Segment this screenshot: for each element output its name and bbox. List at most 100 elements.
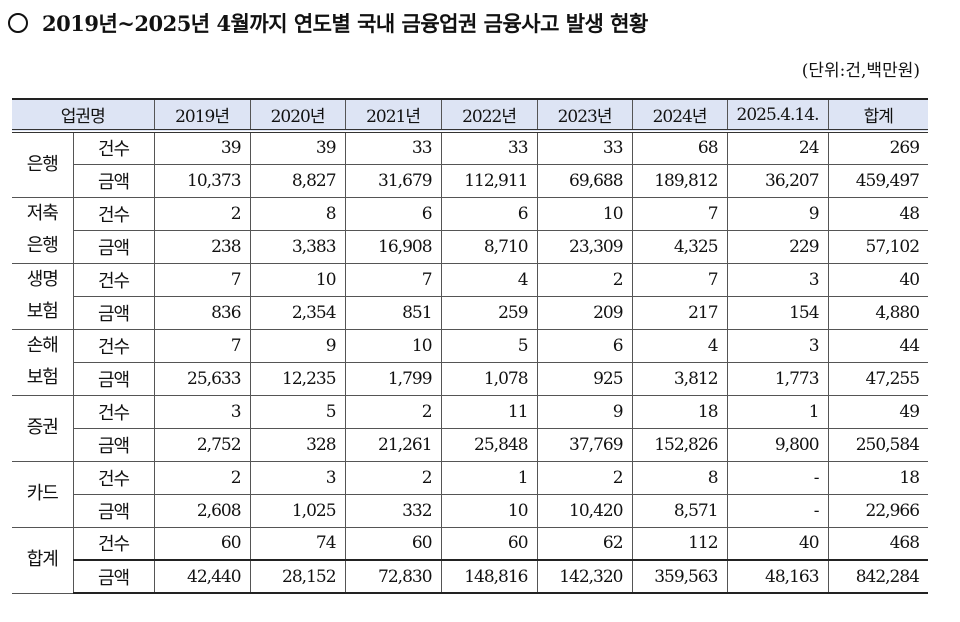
category-securities: 증권: [12, 394, 74, 462]
cell-value: 142,320: [536, 559, 633, 594]
metric-label-count: 건수: [72, 196, 155, 231]
cell-value: 11: [440, 394, 538, 429]
table-row-securities-count: 증권 건수 3 5 2 11 9 18 1 49: [12, 394, 929, 462]
cell-value: 18: [827, 460, 929, 495]
cell-value: 72,830: [344, 559, 442, 594]
cell-value: 2: [344, 394, 442, 429]
cell-value: 8: [249, 196, 346, 231]
category-life-insurance: 생명 보험: [12, 262, 74, 330]
cell-value: 1,799: [344, 361, 442, 396]
header-total: 합계: [827, 98, 929, 133]
cell-value: 7: [631, 262, 728, 297]
cell-value: 112: [631, 526, 728, 561]
cell-value: 48,163: [726, 559, 829, 594]
cell-value: 25,848: [440, 427, 538, 462]
cell-value: 10: [536, 196, 633, 231]
cell-value: 250,584: [827, 427, 929, 462]
cell-value: 25,633: [153, 361, 251, 396]
category-card: 카드: [12, 460, 74, 528]
table-row-savings-bank-amount: 금액 238 3,383 16,908 8,710 23,309 4,325 229 57,10…: [12, 229, 929, 264]
cell-value: 40: [827, 262, 929, 297]
metric-label-count: 건수: [72, 262, 155, 297]
cell-value: 8,827: [249, 163, 346, 198]
cell-value: 1,773: [726, 361, 829, 396]
cell-value: 47,255: [827, 361, 929, 396]
cell-value: 2,354: [249, 295, 346, 330]
cell-value: 5: [249, 394, 346, 429]
cell-value: 3: [726, 328, 829, 363]
cell-value: 7: [153, 262, 251, 297]
cell-value: 1,025: [249, 493, 346, 528]
cell-value: 259: [440, 295, 538, 330]
category-savings-bank: 저축 은행: [12, 196, 74, 264]
metric-label-count: 건수: [72, 328, 155, 363]
table-row-nonlife-insurance-amount: 금액 25,633 12,235 1,799 1,078 925 3,812 1,773 47,…: [12, 361, 929, 396]
cell-value: 148,816: [440, 559, 538, 594]
cell-value: 9: [726, 196, 829, 231]
cell-value: 332: [344, 493, 442, 528]
cell-value: 8,571: [631, 493, 728, 528]
table-row-card-count: 카드 건수 2 3 2 1 2 8-18: [12, 460, 929, 528]
cell-value: 3,383: [249, 229, 346, 264]
category-bank: 은행: [12, 130, 74, 198]
table-row-total-amount: 금액 42,440 28,152 72,830 148,816 142,320 359,56…: [12, 559, 929, 594]
cell-value: 10: [249, 262, 346, 297]
table-row-life-insurance-count: 생명 보험 건수 7 10 7 4 2 7 3 40: [12, 262, 929, 330]
metric-label-amount: 금액: [73, 427, 155, 462]
cell-value: 836: [153, 295, 251, 330]
cell-value: 3: [726, 262, 829, 297]
cell-value: 44: [827, 328, 929, 363]
header-2019: 2019년: [153, 98, 251, 133]
cell-value: 22,966: [827, 493, 929, 528]
cell-value: 39: [153, 130, 251, 165]
cell-value: 4: [631, 328, 728, 363]
cell-value: 269: [827, 130, 929, 165]
cell-value: 2: [344, 460, 442, 495]
cell-value: 1: [440, 460, 538, 495]
header-2024: 2024년: [631, 98, 728, 133]
title-text: 2019년~2025년 4월까지 연도별 국내 금융업권 금융사고 발생 현황: [42, 11, 648, 36]
cell-value: 8: [631, 460, 728, 495]
cell-value: 3,812: [631, 361, 728, 396]
cell-value: 23,309: [536, 229, 633, 264]
header-2020: 2020년: [249, 98, 346, 133]
cell-value: -: [726, 493, 829, 528]
cell-value: 2: [153, 460, 251, 495]
metric-label-count: 건수: [72, 460, 155, 495]
cell-value: 9: [536, 394, 633, 429]
cell-value: 925: [536, 361, 633, 396]
cell-value: 1,078: [440, 361, 538, 396]
cell-value: 24: [726, 130, 829, 165]
cell-value: 459,497: [827, 163, 929, 198]
cell-value: 74: [249, 526, 346, 561]
table-row-nonlife-insurance-count: 손해 보험 건수 7 9 10 5 6 4 3 44: [12, 328, 929, 396]
metric-label-amount: 금액: [73, 295, 155, 330]
header-2025: 2025.4.14.: [726, 98, 829, 133]
header-2021: 2021년: [344, 98, 442, 133]
cell-value: 31,679: [344, 163, 442, 198]
cell-value: 36,207: [726, 163, 829, 198]
cell-value: 229: [726, 229, 829, 264]
cell-value: 21,261: [344, 427, 442, 462]
metric-label-amount: 금액: [73, 361, 155, 396]
table-header-row: 업권명 2019년 2020년 2021년 2022년 2023년 2024년 …: [12, 98, 929, 133]
cell-value: 28,152: [249, 559, 346, 594]
table-body: 은행 건수 39 39 33 33 33 68 24 269 금액 10,373 8,827 31,679…: [12, 130, 929, 594]
header-category: 업권명: [12, 98, 155, 133]
cell-value: 6: [536, 328, 633, 363]
metric-label-count: 건수: [72, 130, 155, 165]
header-2022: 2022년: [440, 98, 538, 133]
cell-value: 238: [153, 229, 251, 264]
cell-value: 154: [726, 295, 829, 330]
cell-value: 9,800: [726, 427, 829, 462]
cell-value: 2,608: [153, 493, 251, 528]
table-row-life-insurance-amount: 금액 836 2,354 851 259 209 217 154 4,880: [12, 295, 929, 330]
header-2023: 2023년: [536, 98, 633, 133]
metric-label-amount: 금액: [73, 229, 155, 264]
cell-value: 6: [440, 196, 538, 231]
cell-value: 8,710: [440, 229, 538, 264]
cell-value: 40: [726, 526, 829, 561]
cell-value: 7: [631, 196, 728, 231]
cell-value: 842,284: [827, 559, 929, 594]
table-row-securities-amount: 금액 2,752 328 21,261 25,848 37,769 152,826 9,800…: [12, 427, 929, 462]
